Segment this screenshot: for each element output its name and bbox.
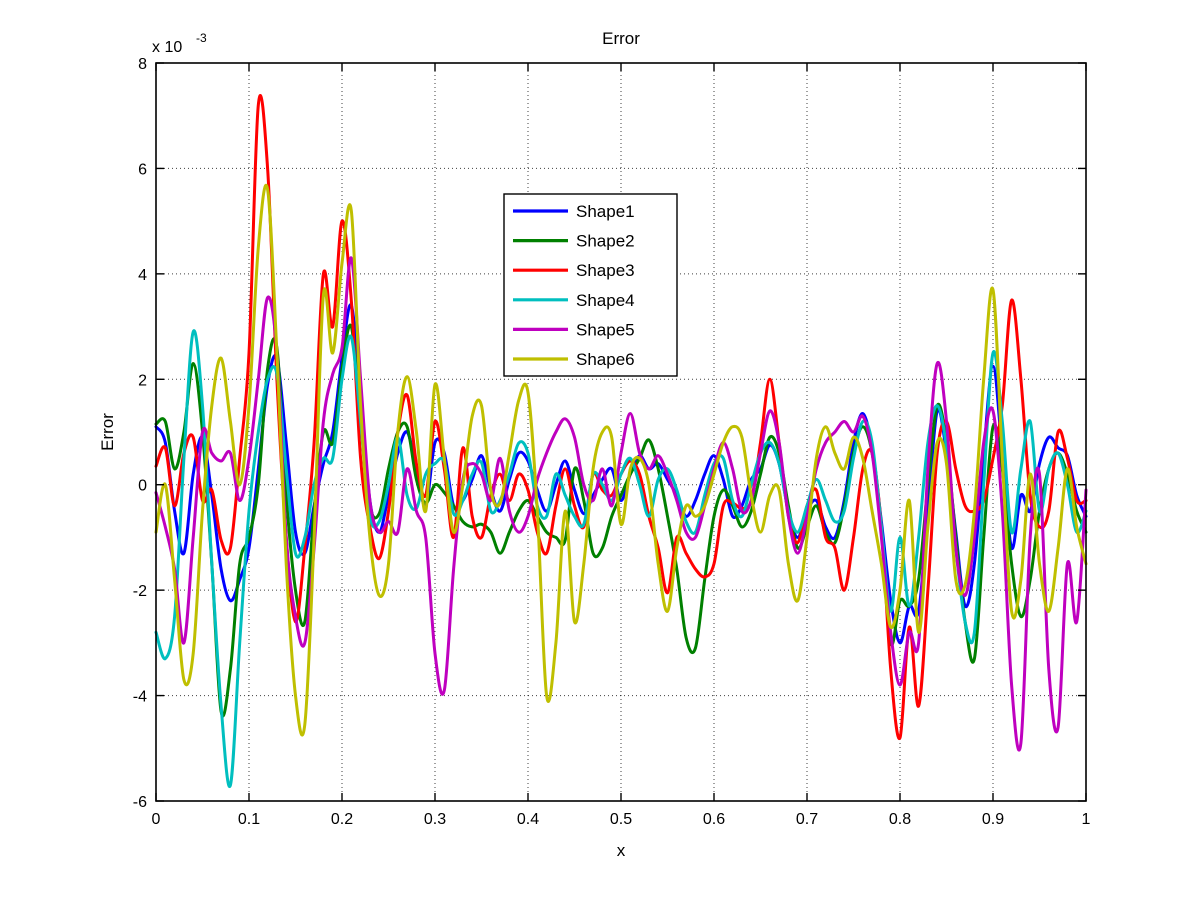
x-tick-label-1: 1 [1082, 811, 1091, 828]
y-axis-offset-label: x 10 -3 [152, 31, 207, 56]
legend-label-Shape2: Shape2 [576, 232, 635, 251]
y-tick-label-2: 2 [138, 372, 147, 389]
legend-entry-Shape5: Shape5 [513, 320, 635, 339]
y-tick-label--2: -2 [133, 583, 147, 600]
offset-base-text: x 10 [152, 39, 182, 56]
series-layer [154, 94, 1088, 789]
legend-entry-Shape4: Shape4 [513, 291, 635, 310]
x-tick-label-0.3: 0.3 [424, 811, 446, 828]
y-axis-label: Error [98, 413, 117, 451]
tick-layer [155, 62, 1087, 802]
x-tick-label-0.9: 0.9 [982, 811, 1004, 828]
legend-box [503, 193, 678, 377]
legend-entry-Shape3: Shape3 [513, 261, 635, 280]
legend-label-Shape5: Shape5 [576, 320, 635, 339]
legend-entry-Shape2: Shape2 [513, 232, 635, 251]
x-tick-label-0.2: 0.2 [331, 811, 353, 828]
x-tick-label-0.5: 0.5 [610, 811, 632, 828]
legend-label-Shape4: Shape4 [576, 291, 635, 310]
legend: Shape1 Shape2 Shape3 Shape4 Shape5 Shape6 [503, 193, 678, 377]
offset-exponent-text: -3 [196, 31, 207, 45]
x-tick-label-0.8: 0.8 [889, 811, 911, 828]
y-tick-label--6: -6 [133, 794, 147, 811]
x-tick-label-0: 0 [152, 811, 161, 828]
legend-entry-Shape1: Shape1 [513, 202, 635, 221]
legend-entries: Shape1 Shape2 Shape3 Shape4 Shape5 Shape6 [513, 202, 635, 369]
grid-layer [156, 63, 1086, 801]
x-tick-label-0.1: 0.1 [238, 811, 260, 828]
series-line-Shape6 [154, 183, 1088, 737]
x-tick-label-0.6: 0.6 [703, 811, 725, 828]
y-tick-label-8: 8 [138, 56, 147, 73]
tick-label-layer: 0 0.1 0.2 0.3 0.4 0.5 0.6 0.7 0.8 0.9 1 -6 -4 -2 0 2 4 6 8 [133, 56, 1091, 828]
legend-label-Shape3: Shape3 [576, 261, 635, 280]
legend-entry-Shape6: Shape6 [513, 350, 635, 369]
x-tick-label-0.4: 0.4 [517, 811, 539, 828]
chart-title: Error [602, 29, 640, 48]
y-tick-label-6: 6 [138, 161, 147, 178]
series-line-Shape5 [154, 256, 1088, 752]
y-tick-label-0: 0 [138, 478, 147, 495]
x-tick-label-0.7: 0.7 [796, 811, 818, 828]
y-tick-label-4: 4 [138, 267, 147, 284]
x-axis-label: x [617, 841, 626, 860]
legend-label-Shape1: Shape1 [576, 202, 635, 221]
legend-label-Shape6: Shape6 [576, 350, 635, 369]
y-tick-label--4: -4 [133, 689, 147, 706]
